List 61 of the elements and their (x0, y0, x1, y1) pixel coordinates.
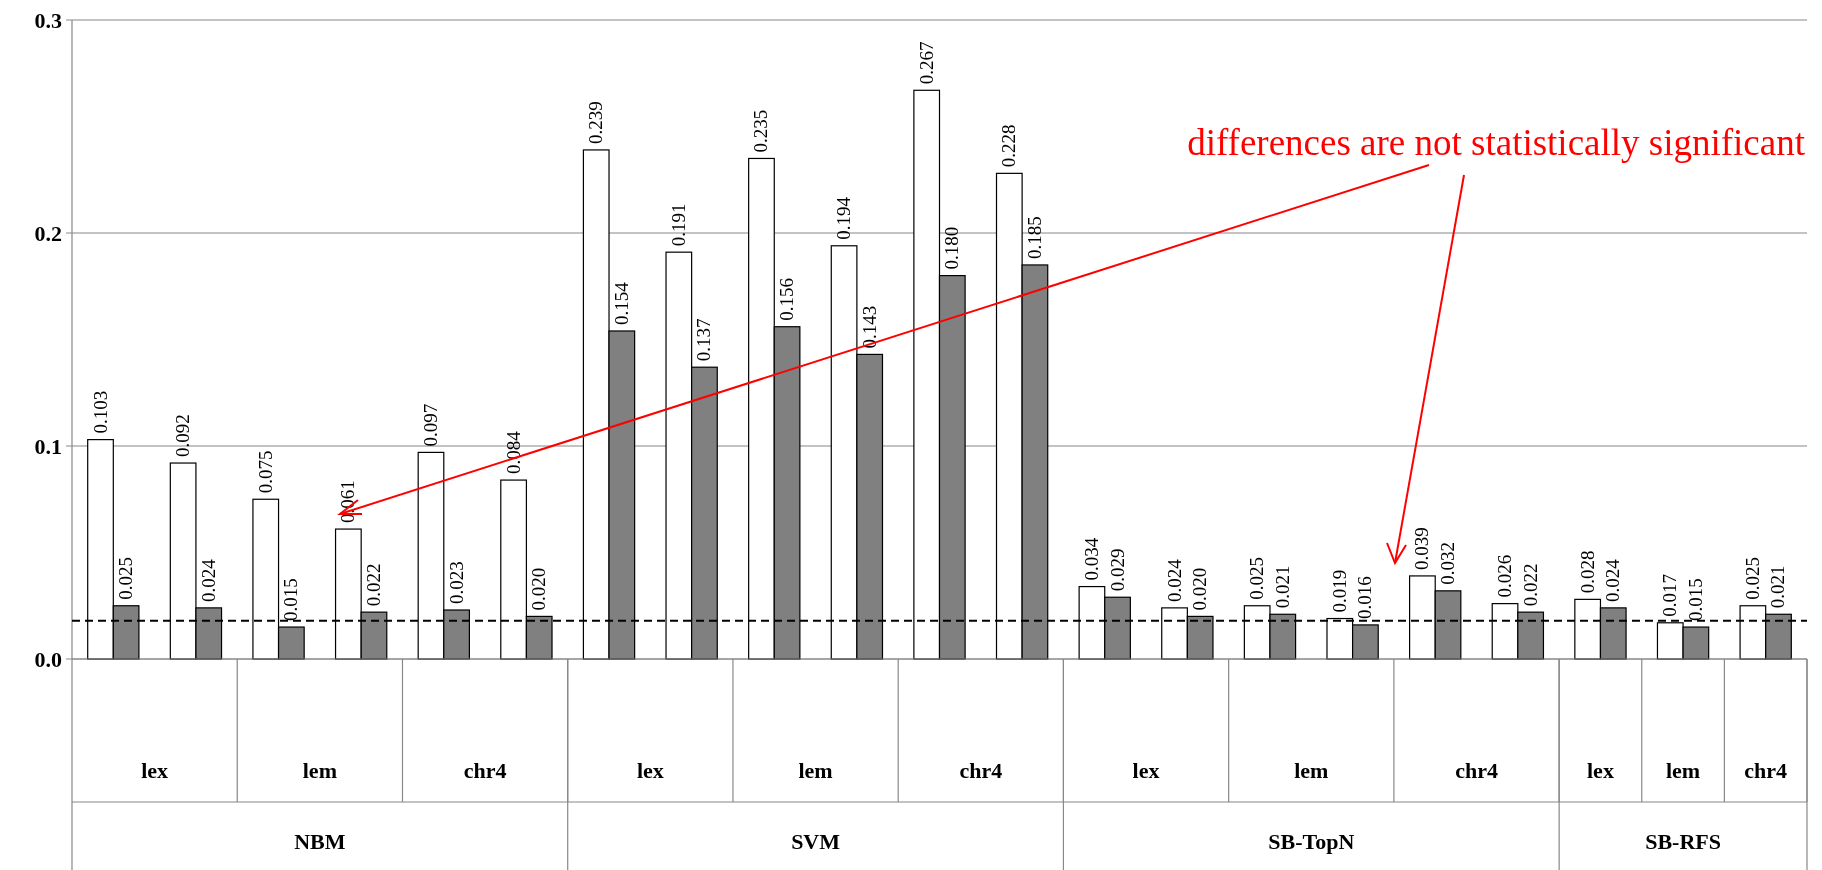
x-tick-label: lem (302, 757, 337, 783)
x-tick-label: lex (1132, 757, 1160, 783)
data-label: 0.180 (941, 226, 963, 270)
data-label: 0.015 (280, 578, 302, 622)
data-label: 0.022 (362, 563, 384, 607)
data-label: 0.029 (1106, 548, 1128, 592)
data-label: 0.021 (1767, 565, 1789, 609)
x-tick-label: lem (798, 757, 833, 783)
x-tick-label: chr4 (1455, 757, 1498, 783)
data-label: 0.024 (1602, 558, 1624, 602)
data-label: 0.023 (445, 561, 467, 605)
data-label: 0.016 (1354, 576, 1376, 619)
data-label: 0.020 (528, 567, 550, 611)
y-tick-label: 0.0 (34, 646, 62, 672)
x-tick-label: chr4 (959, 757, 1003, 783)
x-tick-label: lex (141, 757, 169, 783)
y-tick-label: 0.1 (34, 433, 62, 459)
data-label: 0.228 (998, 124, 1020, 168)
data-label: 0.154 (610, 281, 632, 325)
x-tick-label: lem (1294, 757, 1329, 783)
data-label: 0.034 (1080, 537, 1102, 581)
data-label: 0.143 (858, 305, 880, 349)
annotation: differences are not statistically significant (1187, 122, 1806, 163)
data-label: 0.032 (1437, 542, 1459, 585)
data-label: 0.185 (1023, 216, 1045, 259)
data-label: 0.137 (693, 318, 715, 362)
data-label: 0.194 (833, 196, 855, 240)
data-label: 0.097 (419, 403, 441, 447)
x-tick-label: lem (1665, 757, 1701, 783)
data-label: 0.235 (750, 109, 772, 153)
data-label: 0.025 (1246, 557, 1268, 600)
data-label: 0.239 (585, 101, 607, 144)
data-label: 0.024 (1163, 558, 1185, 602)
data-label: 0.025 (1741, 557, 1763, 600)
data-label: 0.019 (1328, 569, 1350, 613)
x-tick-label: lex (1587, 757, 1614, 783)
x-tick-label: lex (636, 757, 664, 783)
text: SVM (791, 828, 841, 854)
data-label: 0.017 (1659, 574, 1681, 617)
text: SB-RFS (1645, 828, 1721, 854)
data-label: 0.015 (1684, 578, 1706, 622)
x-tick-label: chr4 (1744, 757, 1788, 783)
data-label: 0.021 (1271, 565, 1293, 609)
data-label: 0.025 (115, 557, 137, 600)
data-label: 0.075 (254, 450, 276, 494)
data-label: 0.191 (667, 203, 689, 247)
data-label: 0.020 (1189, 567, 1211, 611)
data-label: 0.028 (1576, 550, 1598, 594)
data-label: 0.039 (1411, 527, 1433, 570)
data-label: 0.026 (1494, 554, 1516, 598)
x-tick-label: chr4 (463, 757, 507, 783)
y-tick-label: 0.3 (34, 7, 62, 33)
text: NBM (294, 828, 346, 854)
data-label: 0.024 (197, 558, 219, 602)
y-tick-label: 0.2 (34, 220, 62, 246)
data-label: 0.156 (776, 277, 798, 321)
data-label: 0.103 (89, 390, 111, 434)
data-label: 0.267 (915, 41, 937, 85)
text: SB-TopN (1268, 828, 1355, 854)
data-label: 0.092 (172, 414, 194, 458)
data-label: 0.022 (1519, 563, 1541, 607)
